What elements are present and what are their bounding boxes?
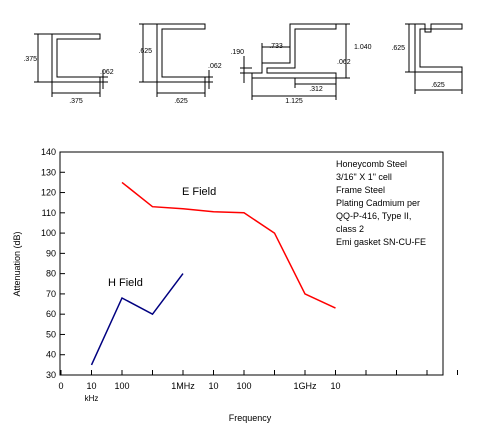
y-tick-label: 100 bbox=[41, 228, 56, 238]
dim-label: .062 bbox=[208, 63, 222, 70]
dim-label: 1.125 bbox=[285, 98, 303, 105]
profile-1 bbox=[34, 33, 108, 97]
profile-2 bbox=[139, 23, 213, 97]
y-tick-label: 70 bbox=[46, 289, 56, 299]
note-line: 3/16" X 1" cell bbox=[336, 172, 392, 182]
profile-4 bbox=[405, 23, 463, 94]
profile-dim-labels: .375 .062 .375 .625 .062 .625 .190 .733 … bbox=[23, 43, 445, 105]
profile-2-shape bbox=[156, 23, 206, 83]
dim-label: .625 bbox=[391, 45, 405, 52]
y-tick-label: 50 bbox=[46, 329, 56, 339]
y-tick-label: 140 bbox=[41, 147, 56, 157]
e-field-line bbox=[121, 181, 336, 309]
note-line: Emi gasket SN-CU-FE bbox=[336, 237, 426, 247]
y-tick-label: 30 bbox=[46, 370, 56, 380]
x-tick-label: 10 bbox=[86, 381, 96, 391]
x-tick-label: 0 bbox=[58, 381, 63, 391]
x-tick-label: 10 bbox=[330, 381, 340, 391]
note-line: Honeycomb Steel bbox=[336, 159, 407, 169]
profile-drawings bbox=[34, 23, 463, 100]
y-tick-label: 60 bbox=[46, 309, 56, 319]
profile-1-shape bbox=[51, 33, 101, 83]
y-tick-label: 120 bbox=[41, 188, 56, 198]
y-tick-label: 80 bbox=[46, 269, 56, 279]
x-axis: 0 10 kHz 100 1MHz 10 100 1GHz 10 bbox=[58, 370, 458, 403]
e-field-label: E Field bbox=[182, 186, 216, 198]
y-tick-label: 40 bbox=[46, 350, 56, 360]
note-line: Plating Cadmium per bbox=[336, 198, 420, 208]
y-tick-label: 90 bbox=[46, 248, 56, 258]
h-field-label: H Field bbox=[108, 277, 143, 289]
dim-label: .733 bbox=[269, 43, 283, 50]
series-layer bbox=[90, 181, 336, 366]
note-line: Frame Steel bbox=[336, 185, 385, 195]
dim-label: .375 bbox=[69, 98, 83, 105]
note-line: QQ-P-416, Type II, bbox=[336, 211, 411, 221]
dim-label: .062 bbox=[337, 59, 351, 66]
dim-label: 1.040 bbox=[354, 44, 372, 51]
plot-frame bbox=[59, 151, 444, 376]
chart: 30 40 50 60 70 80 90 100 110 120 130 140 0 10 kHz 100 1… bbox=[12, 147, 458, 423]
y-tick-label: 130 bbox=[41, 167, 56, 177]
chart-note: Honeycomb Steel 3/16" X 1" cell Frame St… bbox=[336, 159, 426, 247]
x-axis-label: Frequency bbox=[229, 413, 272, 423]
dim-label: .190 bbox=[230, 49, 244, 56]
x-tick-label: 1MHz bbox=[171, 381, 195, 391]
profile-4-shape bbox=[414, 23, 463, 73]
y-tick-label: 110 bbox=[42, 208, 56, 218]
y-axis-label: Attenuation (dB) bbox=[12, 231, 22, 296]
x-tick-label: 1GHz bbox=[293, 381, 317, 391]
x-tick-label: 100 bbox=[114, 381, 129, 391]
dim-label: .625 bbox=[138, 48, 152, 55]
dim-label: .625 bbox=[431, 82, 445, 89]
dim-label: .312 bbox=[309, 86, 323, 93]
dim-label: .625 bbox=[174, 98, 188, 105]
note-line: class 2 bbox=[336, 224, 364, 234]
profile-3 bbox=[240, 23, 350, 100]
dim-label: .375 bbox=[23, 56, 37, 63]
x-tick-label: 100 bbox=[236, 381, 251, 391]
profile-3-shape bbox=[251, 23, 337, 79]
h-field-line bbox=[90, 273, 184, 366]
x-tick-sublabel: kHz bbox=[85, 394, 99, 403]
x-tick-label: 10 bbox=[208, 381, 218, 391]
y-axis: 30 40 50 60 70 80 90 100 110 120 130 140 bbox=[41, 147, 65, 380]
dim-label: .062 bbox=[100, 69, 114, 76]
